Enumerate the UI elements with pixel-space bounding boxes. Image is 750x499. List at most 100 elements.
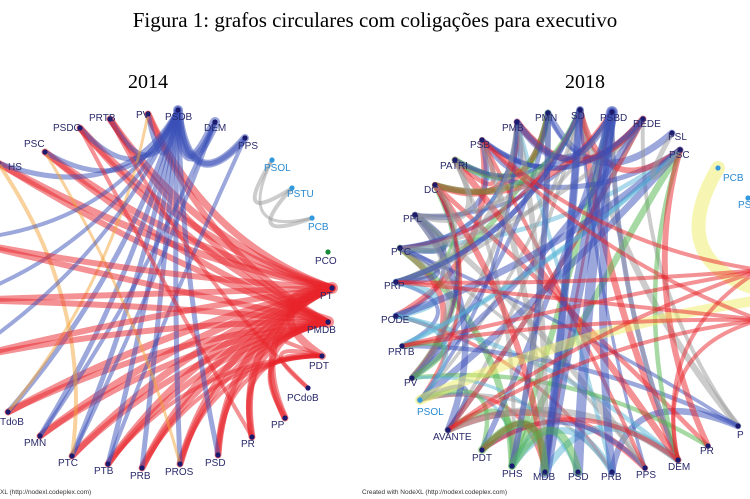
node	[42, 149, 48, 155]
edge	[0, 108, 180, 237]
edge	[508, 426, 582, 476]
panel-year: 2014	[128, 71, 168, 93]
node	[37, 433, 43, 439]
node	[542, 469, 548, 475]
node-label: PCO	[315, 256, 337, 267]
edge	[671, 274, 750, 462]
edge	[108, 117, 310, 390]
node	[319, 353, 325, 359]
node	[640, 116, 646, 122]
node-label: PHS	[502, 469, 523, 480]
node-label: PSD	[568, 472, 589, 483]
node	[545, 110, 551, 116]
node-label: PT	[320, 291, 333, 302]
node-label: PCB	[723, 173, 744, 184]
node	[675, 457, 681, 463]
node-label: PR	[241, 439, 255, 450]
node	[325, 319, 331, 325]
node	[249, 434, 255, 440]
edge	[480, 138, 750, 271]
edge	[661, 147, 711, 449]
node	[145, 111, 151, 117]
node	[715, 165, 721, 171]
node	[212, 119, 218, 125]
node-label: PSTU	[287, 189, 314, 200]
node-label: PDT	[472, 453, 492, 464]
edges	[0, 105, 750, 478]
node-label: PSOL	[264, 163, 291, 174]
edge	[541, 106, 584, 476]
edge	[0, 246, 331, 325]
credit: Created with NodeXL (http://nodexl.codep…	[362, 489, 507, 496]
node	[577, 107, 583, 113]
node	[669, 130, 675, 136]
node	[575, 469, 581, 475]
node	[514, 119, 520, 125]
node	[479, 447, 485, 453]
node	[642, 465, 648, 471]
node-label: PSL	[668, 132, 687, 143]
node-label: PRB	[130, 471, 151, 482]
node	[479, 137, 485, 143]
edge	[174, 106, 249, 168]
node	[399, 343, 405, 349]
node	[305, 385, 311, 391]
node-label: PPL	[403, 214, 422, 225]
node-label: PSC	[669, 150, 690, 161]
panel-year: 2018	[565, 71, 605, 93]
node	[677, 147, 683, 153]
node	[325, 249, 331, 255]
node-label: DC	[424, 185, 438, 196]
node-label: PRTB	[89, 113, 116, 124]
node	[269, 157, 275, 163]
node	[309, 215, 315, 221]
node-label: PV	[404, 378, 418, 389]
node-label: PATRI	[440, 161, 468, 172]
node-label: REDE	[633, 119, 661, 130]
edge	[446, 271, 750, 432]
node-label: MDB	[533, 472, 556, 483]
node-label: PSD	[205, 458, 226, 469]
node-label: SD	[571, 111, 585, 122]
node-label: PS	[738, 200, 750, 211]
node-label: PODE	[381, 315, 410, 326]
node	[69, 453, 75, 459]
node-label: P	[737, 430, 744, 441]
node-label: HS	[8, 162, 22, 173]
edge	[258, 158, 314, 224]
node-label: PTC	[391, 247, 411, 258]
node	[289, 185, 295, 191]
node	[705, 443, 711, 449]
edge	[400, 269, 750, 348]
edge	[649, 130, 683, 180]
node	[105, 461, 111, 467]
node	[609, 469, 615, 475]
node	[432, 182, 438, 188]
node	[609, 109, 615, 115]
node-label: PSDB	[165, 112, 193, 123]
node-label: PSBD	[600, 113, 627, 124]
edge	[5, 319, 331, 415]
node	[509, 463, 515, 469]
node-label: PMN	[535, 113, 557, 124]
node	[0, 161, 1, 165]
edge	[409, 110, 551, 381]
node-label: PMN	[24, 438, 46, 449]
edge	[175, 107, 221, 458]
node-label: PDT	[309, 361, 329, 372]
node-label: PR	[700, 446, 714, 457]
node-label: PSB	[470, 140, 490, 151]
node	[215, 452, 221, 458]
edge	[0, 297, 331, 325]
node	[77, 125, 83, 131]
edge	[479, 137, 548, 475]
node-label: PRP	[384, 281, 405, 292]
node-label: DEM	[668, 462, 690, 473]
node-label: PTB	[94, 466, 114, 477]
node	[177, 461, 183, 467]
edge	[252, 158, 294, 205]
edge	[418, 183, 463, 402]
edge	[0, 318, 331, 356]
edge	[268, 186, 314, 229]
